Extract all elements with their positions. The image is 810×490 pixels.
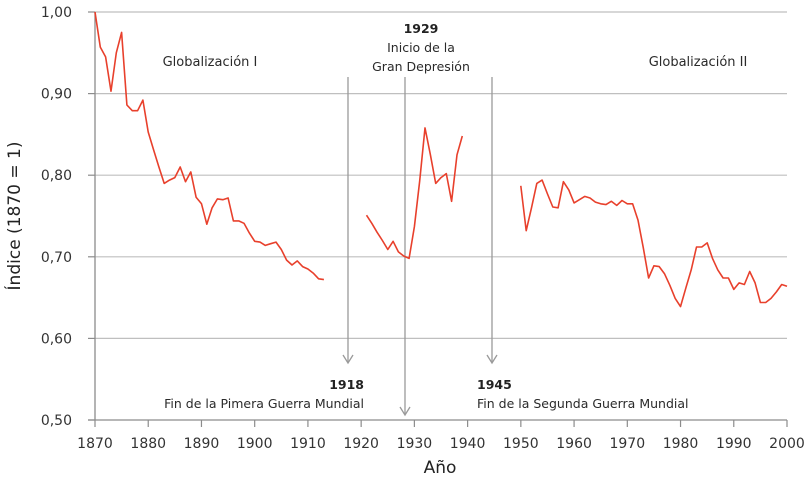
event-1929-year: 1929 bbox=[404, 21, 439, 36]
x-tick-label: 1870 bbox=[77, 436, 113, 452]
y-tick-label: 0,80 bbox=[41, 168, 72, 184]
x-tick-label: 1960 bbox=[556, 436, 592, 452]
event-arrows bbox=[342, 77, 498, 417]
x-tick-label: 1940 bbox=[450, 436, 486, 452]
x-tick-label: 1900 bbox=[237, 436, 273, 452]
y-tick-labels: 0,50 0,60 0,70 0,80 0,90 1,00 bbox=[41, 5, 72, 429]
data-series-line bbox=[94, 11, 788, 308]
series-segment bbox=[520, 179, 788, 308]
era-label-globalizacion-1: Globalización I bbox=[163, 55, 258, 70]
x-tick-labels: 1870 1880 1890 1900 1910 1920 1930 1940 1950 1960… bbox=[77, 436, 805, 452]
arrow-1929-icon bbox=[399, 77, 411, 417]
y-tick-label: 0,60 bbox=[41, 331, 72, 347]
event-1945-label: Fin de la Segunda Guerra Mundial bbox=[477, 396, 689, 411]
x-tick-label: 1970 bbox=[609, 436, 645, 452]
x-tick-label: 1880 bbox=[130, 436, 166, 452]
event-1918-label: Fin de la Pimera Guerra Mundial bbox=[164, 396, 364, 411]
arrow-1918-icon bbox=[342, 77, 354, 365]
y-tick-label: 1,00 bbox=[41, 5, 72, 21]
event-1918-year: 1918 bbox=[329, 377, 364, 392]
arrow-1945-icon bbox=[486, 77, 498, 365]
event-1945-year: 1945 bbox=[477, 377, 512, 392]
event-1929-label-line2: Gran Depresión bbox=[372, 59, 470, 74]
y-axis-title: Índice (1870 = 1) bbox=[3, 142, 25, 291]
x-tick-label: 1890 bbox=[184, 436, 220, 452]
series-segment bbox=[365, 127, 464, 260]
gridlines bbox=[95, 11, 787, 339]
x-tick-label: 1980 bbox=[663, 436, 699, 452]
x-tick-label: 1990 bbox=[716, 436, 752, 452]
axes bbox=[88, 11, 788, 427]
x-tick-label: 1950 bbox=[503, 436, 539, 452]
x-tick-label: 2000 bbox=[769, 436, 805, 452]
y-tick-label: 0,70 bbox=[41, 250, 72, 266]
event-1929-label-line1: Inicio de la bbox=[387, 40, 455, 55]
y-tick-label: 0,50 bbox=[41, 413, 72, 429]
x-tick-label: 1930 bbox=[397, 436, 433, 452]
era-label-globalizacion-2: Globalización II bbox=[649, 55, 748, 70]
series-segment bbox=[94, 11, 325, 281]
x-tick-label: 1910 bbox=[290, 436, 326, 452]
y-tick-label: 0,90 bbox=[41, 87, 72, 103]
x-axis-title: Año bbox=[424, 458, 457, 478]
x-tick-label: 1920 bbox=[343, 436, 379, 452]
